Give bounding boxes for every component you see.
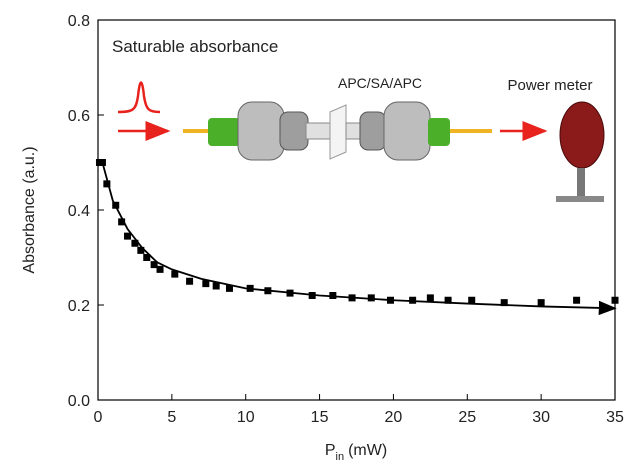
x-tick-label: 35: [606, 409, 624, 426]
data-point: [468, 296, 476, 304]
meter-label: Power meter: [507, 77, 592, 94]
pulse-icon: [117, 81, 161, 114]
data-point: [202, 280, 210, 288]
y-tick-label: 0.8: [68, 13, 90, 30]
x-tick-label: 30: [532, 409, 550, 426]
meter-base: [556, 196, 604, 202]
data-point: [186, 277, 194, 285]
connector: [383, 101, 431, 161]
connector-boot: [428, 118, 450, 146]
x-tick-label: 15: [311, 409, 329, 426]
x-label-main: P: [325, 442, 336, 459]
data-point: [611, 296, 619, 304]
x-tick-label: 25: [458, 409, 476, 426]
inset-title: Saturable absorbance: [112, 37, 278, 56]
data-point: [500, 299, 508, 307]
device-label: APC/SA/APC: [338, 75, 422, 91]
connector-boot: [208, 118, 240, 146]
x-axis-label: Pin (mW): [325, 442, 387, 463]
fit-line: [101, 162, 617, 316]
data-point: [573, 296, 581, 304]
y-tick-label: 0.4: [68, 203, 90, 220]
data-point: [118, 218, 126, 226]
data-point: [131, 239, 139, 247]
data-point: [212, 282, 220, 290]
y-tick-label: 0.2: [68, 298, 90, 315]
x-label-sub: in: [336, 451, 345, 463]
y-tick-label: 0.0: [68, 393, 90, 410]
data-point: [103, 180, 111, 188]
ferrule: [305, 122, 331, 140]
x-label-unit: (mW): [348, 442, 387, 459]
power-meter: [559, 101, 605, 169]
data-point: [124, 232, 132, 240]
x-tick-label: 20: [385, 409, 403, 426]
inset: Saturable absorbance APC/SA/APC Power me…: [112, 37, 605, 202]
x-tick-label: 0: [94, 409, 103, 426]
data-point: [156, 265, 164, 273]
data-point: [171, 270, 179, 278]
data-point: [225, 284, 233, 292]
x-tick-label: 10: [237, 409, 255, 426]
x-tick-label: 5: [167, 409, 176, 426]
data-point: [444, 296, 452, 304]
connector: [279, 111, 309, 151]
data-point: [367, 294, 375, 302]
y-tick-label: 0.6: [68, 108, 90, 125]
data-point: [143, 254, 151, 261]
meter-stand: [577, 168, 585, 196]
data-point: [426, 294, 434, 302]
y-axis-label: Absorbance (a.u.): [21, 146, 38, 273]
data-point: [137, 246, 145, 254]
data-point: [537, 299, 545, 307]
sa-sample: [329, 104, 347, 160]
connector: [359, 111, 387, 151]
data-point: [150, 261, 158, 269]
connector: [237, 101, 285, 161]
